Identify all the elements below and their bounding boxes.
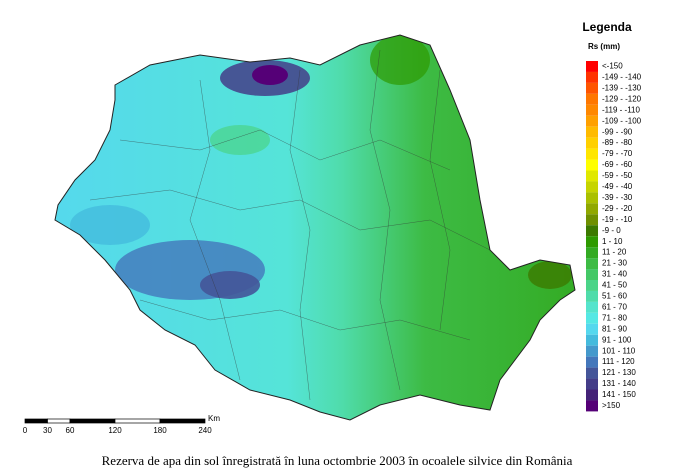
legend-swatch [586,71,598,83]
scale-segment [69,418,116,424]
legend-swatch [586,269,598,280]
scale-label: 180 [153,426,167,435]
scale-segment [24,418,48,424]
legend-label: 101 - 110 [602,346,636,355]
legend-swatch [586,61,598,72]
legend-swatch [586,280,598,291]
legend-label: 11 - 20 [602,248,627,257]
legend-label: -39 - -30 [602,193,633,202]
legend-label: -29 - -20 [602,204,633,213]
legend-swatch [586,115,598,127]
legend-swatch [586,323,598,335]
legend-swatch [586,356,598,368]
legend-label: 51 - 60 [602,292,627,301]
legend-swatch [586,378,598,390]
legend-label: 81 - 90 [602,324,627,333]
legend-subtitle: Rs (mm) [588,42,620,51]
legend-swatch [586,345,598,357]
legend-label: 71 - 80 [602,313,627,322]
legend-label: >150 [602,401,621,410]
legend-label: 141 - 150 [602,390,636,399]
legend-swatch [586,203,598,215]
legend-label: -119 - -110 [602,105,640,114]
legend-swatch [586,290,598,302]
legend-label: -69 - -60 [602,160,633,169]
legend-label: -59 - -50 [602,171,633,180]
scale-label: 60 [66,426,75,435]
legend-label: -89 - -80 [602,138,633,147]
legend-swatch [586,192,598,204]
legend-label: 31 - 40 [602,270,627,279]
legend-swatch [586,258,598,270]
legend-label: 131 - 140 [602,379,636,388]
scale-bar: 0 30 60 120 180 240 Km [23,414,221,435]
scale-segment [47,418,71,424]
scale-unit: Km [208,414,220,423]
legend-swatch [586,82,598,94]
legend-swatch [586,126,598,138]
scale-label: 120 [108,426,122,435]
legend-label: 91 - 100 [602,335,632,344]
legend-swatch [586,389,598,401]
legend-swatch [586,400,598,412]
legend-label: 61 - 70 [602,302,627,311]
legend-swatch [586,148,598,160]
legend-title: Legenda [582,20,632,34]
legend-swatch [586,181,598,193]
legend-swatch [586,312,598,324]
legend-label: -9 - 0 [602,226,621,235]
legend-swatch [586,93,598,105]
legend-label: <-150 [602,62,623,71]
legend-label: -149 - -140 [602,73,642,82]
legend-swatch [586,334,598,346]
scale-label: 240 [198,426,212,435]
legend-label: 111 - 120 [602,357,635,366]
legend-label: -129 - -120 [602,94,642,103]
legend-label: -19 - -10 [602,215,633,224]
legend-label: -99 - -90 [602,127,633,136]
scale-segment [159,418,206,424]
scale-label: 30 [43,426,52,435]
legend-swatch [586,104,598,116]
legend-swatch [586,301,598,313]
legend-swatch [586,225,598,237]
scale-segment [114,418,161,424]
legend-swatch [586,137,598,149]
legend-swatch [586,236,598,248]
legend: <-150 -149 - -140-139 - -130 -129 - -120 -1… [586,61,642,412]
legend-label: 1 - 10 [602,237,623,246]
legend-swatch [586,214,598,226]
caption: Rezerva de apa din sol înregistrată în l… [102,453,573,468]
legend-label: -79 - -70 [602,149,633,158]
legend-label: 121 - 130 [602,368,636,377]
legend-label: -109 - -100 [602,116,642,125]
legend-swatch [586,247,598,259]
legend-swatch [586,159,598,171]
legend-label: 41 - 50 [602,281,627,290]
legend-label: 21 - 30 [602,259,627,268]
legend-swatch [586,367,598,379]
legend-label: -139 - -130 [602,83,642,92]
legend-label: -49 - -40 [602,182,633,191]
scale-label: 0 [23,426,28,435]
legend-swatch [586,170,598,182]
